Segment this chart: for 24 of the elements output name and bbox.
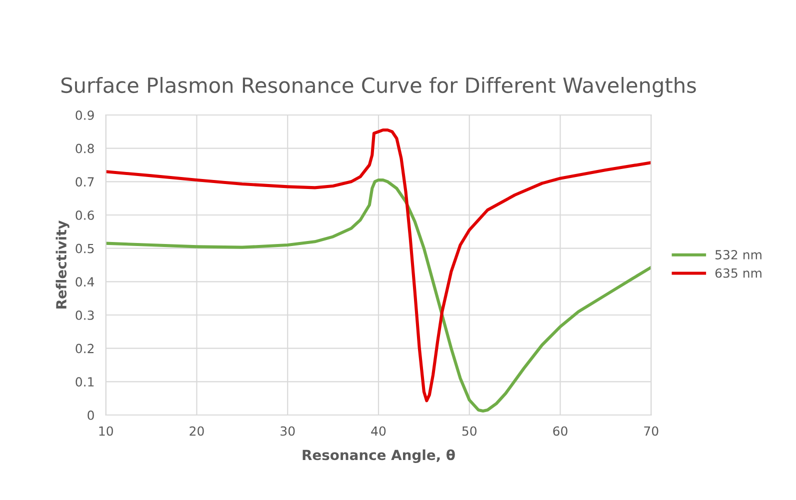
x-tick-label: 10 bbox=[99, 426, 113, 436]
y-tick-label: 0.2 bbox=[76, 344, 94, 354]
y-tick-label: 0.6 bbox=[76, 210, 94, 220]
x-tick-label: 30 bbox=[280, 426, 295, 436]
y-tick-label: 0.3 bbox=[76, 310, 94, 320]
y-tick-label: 0.5 bbox=[76, 244, 94, 254]
x-tick-label: 60 bbox=[553, 426, 568, 436]
y-tick-label: 0.9 bbox=[76, 110, 94, 120]
y-tick-label: 0.7 bbox=[76, 177, 94, 187]
y-tick-label: 0.4 bbox=[76, 277, 94, 287]
line-series bbox=[106, 178, 652, 413]
y-axis-title: Reflectivity bbox=[56, 220, 70, 308]
line-series bbox=[106, 128, 652, 402]
x-tick-label: 50 bbox=[462, 426, 476, 436]
legend-label: 635 nm bbox=[715, 268, 762, 278]
x-tick-label: 40 bbox=[371, 426, 386, 436]
x-tick-label: 20 bbox=[190, 426, 204, 436]
y-tick-label: 0.1 bbox=[76, 377, 94, 387]
chart-title: Surface Plasmon Resonance Curve for Different Wavelengths bbox=[61, 76, 696, 98]
x-axis-title: Resonance Angle, θ bbox=[302, 449, 455, 463]
y-tick-label: 0 bbox=[88, 410, 94, 420]
x-tick-label: 70 bbox=[644, 426, 658, 436]
legend-label: 532 nm bbox=[716, 250, 762, 260]
y-tick-label: 0.8 bbox=[76, 144, 94, 154]
